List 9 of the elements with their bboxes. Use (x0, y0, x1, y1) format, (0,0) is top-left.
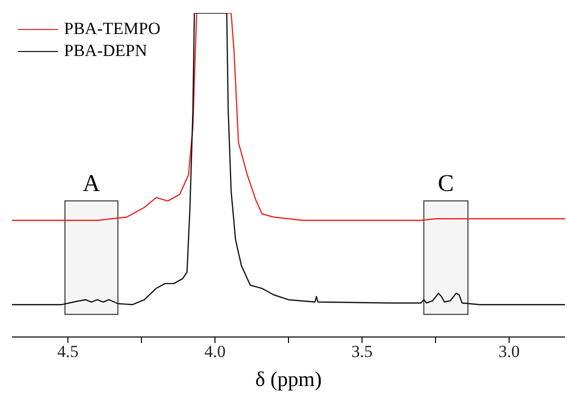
legend-label: PBA-DEPN (64, 40, 148, 62)
band-label: C (438, 170, 454, 197)
x-tick-label: 4.0 (204, 342, 226, 362)
x-tick-label: 3.0 (498, 342, 520, 362)
x-axis-title: δ (ppm) (255, 367, 322, 391)
x-tick-label: 4.5 (57, 342, 79, 362)
legend-label: PBA-TEMPO (64, 18, 160, 40)
x-tick-label: 3.5 (351, 342, 373, 362)
band-label: A (82, 170, 101, 197)
